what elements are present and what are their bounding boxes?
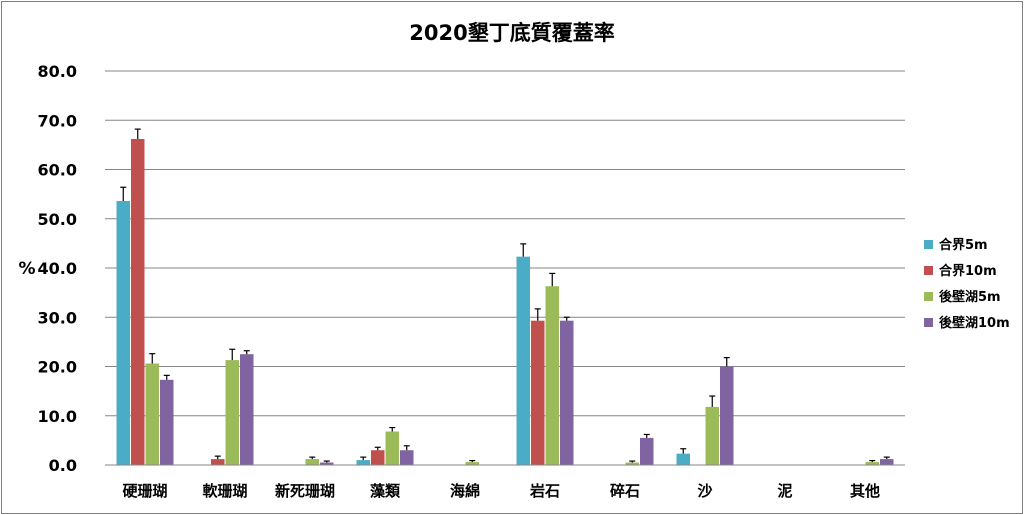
bar	[640, 437, 654, 465]
bar	[880, 459, 894, 465]
x-tick-label: 藻類	[370, 482, 401, 500]
y-tick-label: 20.0	[38, 358, 77, 377]
bar	[131, 138, 145, 465]
bar	[371, 450, 385, 465]
bar	[160, 379, 174, 465]
error-bars	[120, 128, 890, 463]
bar	[705, 406, 719, 465]
bar	[320, 462, 334, 465]
x-tick-label: 沙	[697, 482, 712, 500]
y-tick-label: 70.0	[38, 111, 77, 130]
legend-label: 合界5m	[939, 237, 988, 253]
y-axis-tick-labels: 0.0 10.0 20.0 30.0 40.0 50.0 60.0 70.0 80.0	[38, 62, 77, 475]
bar	[865, 462, 879, 465]
y-tick-label: 30.0	[38, 308, 77, 327]
y-axis-label: %	[18, 259, 35, 279]
bar	[465, 462, 479, 465]
y-tick-label: 50.0	[38, 210, 77, 229]
x-tick-label: 泥	[777, 482, 792, 500]
legend: 合界5m 合界10m 後壁湖5m 後壁湖10m	[924, 237, 1010, 331]
bar	[385, 431, 399, 465]
bar	[625, 462, 639, 465]
legend-swatch	[924, 292, 933, 301]
bar	[305, 459, 319, 465]
bars	[116, 138, 894, 465]
x-tick-label: 海綿	[450, 482, 480, 500]
legend-swatch	[924, 240, 933, 249]
grid-lines	[105, 70, 905, 417]
y-tick-label: 40.0	[38, 259, 77, 278]
bar	[720, 366, 734, 465]
y-tick-label: 80.0	[38, 62, 77, 81]
x-axis-tick-labels: 硬珊瑚 軟珊瑚 新死珊瑚 藻類 海綿 岩石 碎石 沙 泥 其他	[122, 482, 880, 500]
chart-title: 2020墾丁底質覆蓋率	[409, 21, 614, 45]
x-tick-label: 岩石	[529, 482, 560, 500]
bar	[240, 354, 254, 465]
legend-label: 後壁湖5m	[939, 289, 1001, 305]
bar	[356, 460, 370, 465]
bar	[531, 320, 545, 465]
legend-swatch	[924, 266, 933, 275]
bar	[516, 256, 530, 465]
bar	[225, 360, 239, 465]
bar	[145, 363, 159, 465]
y-tick-label: 10.0	[38, 407, 77, 426]
bar	[400, 450, 414, 465]
bar	[116, 201, 130, 465]
x-tick-label: 硬珊瑚	[122, 482, 167, 500]
x-tick-label: 碎石	[610, 482, 640, 500]
bar	[211, 459, 225, 465]
x-tick-label: 其他	[850, 482, 880, 500]
bar	[676, 453, 690, 465]
x-tick-label: 軟珊瑚	[202, 482, 247, 500]
y-tick-label: 0.0	[49, 456, 77, 475]
legend-swatch	[924, 318, 933, 327]
legend-label: 合界10m	[939, 263, 997, 279]
x-tick-label: 新死珊瑚	[275, 482, 335, 500]
y-tick-label: 60.0	[38, 161, 77, 180]
bar	[545, 286, 559, 465]
bar	[560, 320, 574, 465]
legend-label: 後壁湖10m	[939, 315, 1010, 331]
